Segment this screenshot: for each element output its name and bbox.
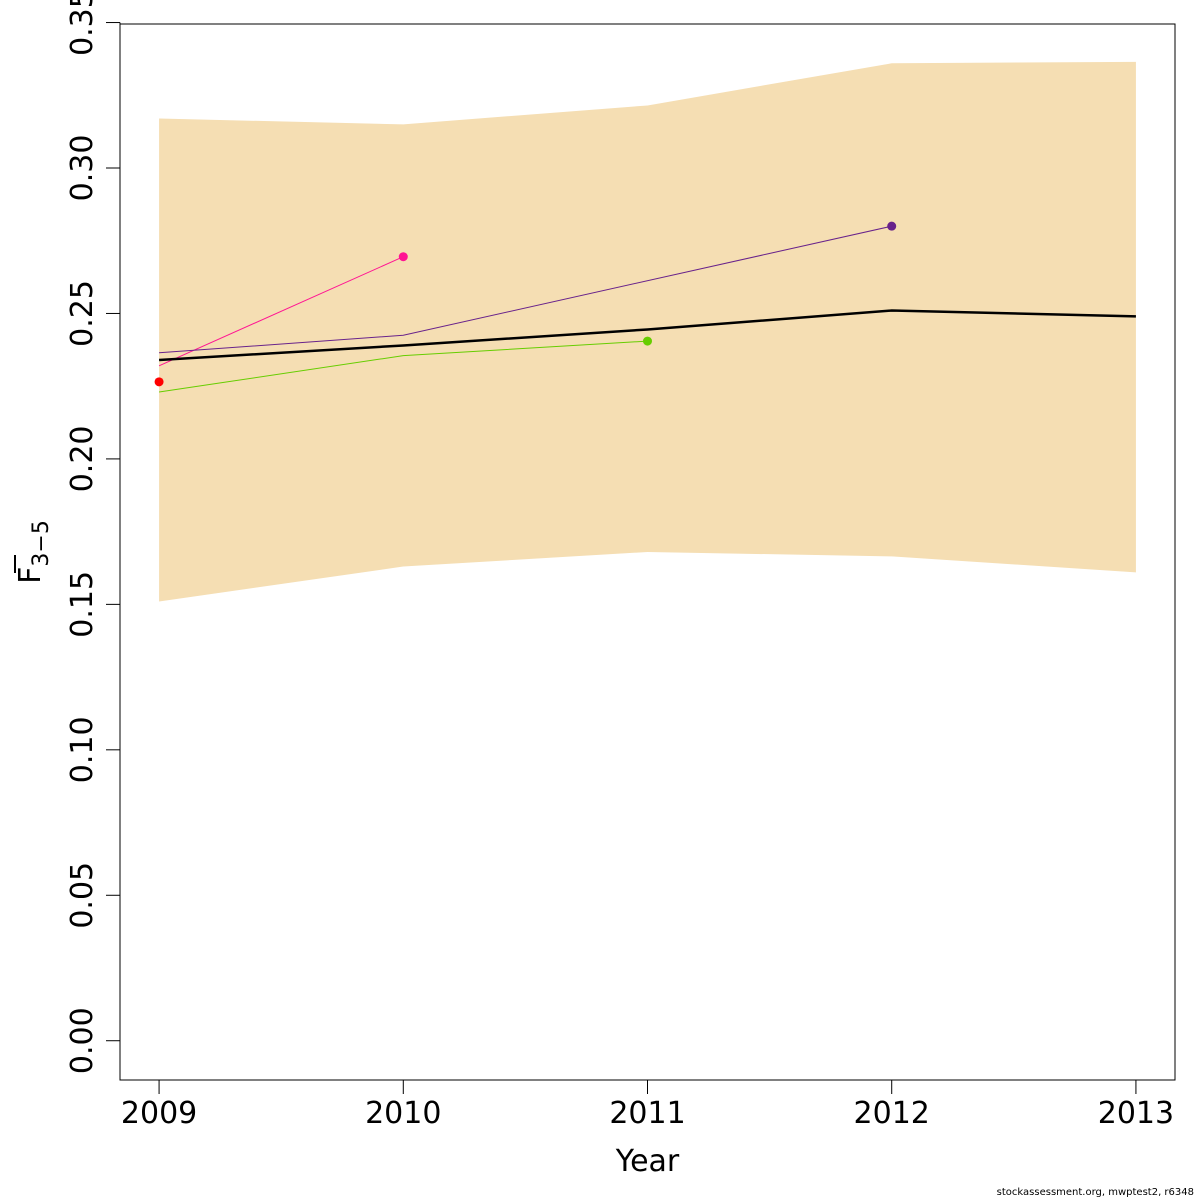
retro-point-2 bbox=[643, 336, 652, 346]
retro-point-3 bbox=[887, 221, 897, 231]
y-axis: 0.00 0.05 0.10 0.15 0.20 0.25 0.30 0.35 bbox=[65, 0, 121, 1074]
retro-line-3 bbox=[159, 225, 892, 354]
confidence-band-area bbox=[159, 61, 1136, 602]
x-tick-label-3: 2012 bbox=[854, 1096, 930, 1131]
y-tick-label-1: 0.05 bbox=[65, 862, 100, 929]
y-axis-title-main: F bbox=[13, 567, 48, 584]
y-tick-label-6: 0.30 bbox=[65, 135, 100, 202]
x-tick-label-2: 2011 bbox=[609, 1096, 685, 1131]
y-tick-label-4: 0.20 bbox=[65, 426, 100, 493]
x-axis-title: Year bbox=[615, 1144, 680, 1179]
y-tick-label-7: 0.35 bbox=[65, 0, 100, 56]
y-tick-label-0: 0.00 bbox=[65, 1007, 100, 1074]
retro-line-1 bbox=[158, 256, 404, 367]
retro-point-1 bbox=[398, 252, 408, 262]
y-tick-label-2: 0.10 bbox=[65, 716, 100, 783]
svg-text:F3−5: F3−5 bbox=[13, 520, 54, 584]
series-layer bbox=[154, 221, 1136, 393]
y-axis-title: F3−5 bbox=[13, 520, 54, 584]
y-axis-title-sub: 3−5 bbox=[29, 520, 54, 566]
x-tick-label-4: 2013 bbox=[1098, 1096, 1174, 1131]
retro-point-0 bbox=[154, 377, 164, 387]
retro-line-2 bbox=[159, 340, 648, 393]
x-tick-label-1: 2010 bbox=[365, 1096, 441, 1131]
x-tick-label-0: 2009 bbox=[121, 1096, 197, 1131]
main-series-line bbox=[158, 309, 1136, 362]
confidence-band bbox=[159, 61, 1136, 602]
y-tick-label-5: 0.25 bbox=[65, 280, 100, 347]
x-axis: 2009 2010 2011 2012 2013 bbox=[121, 1079, 1174, 1131]
footer-credit: stockassessment.org, mwptest2, r6348 bbox=[996, 1187, 1194, 1198]
y-tick-label-3: 0.15 bbox=[65, 571, 100, 638]
